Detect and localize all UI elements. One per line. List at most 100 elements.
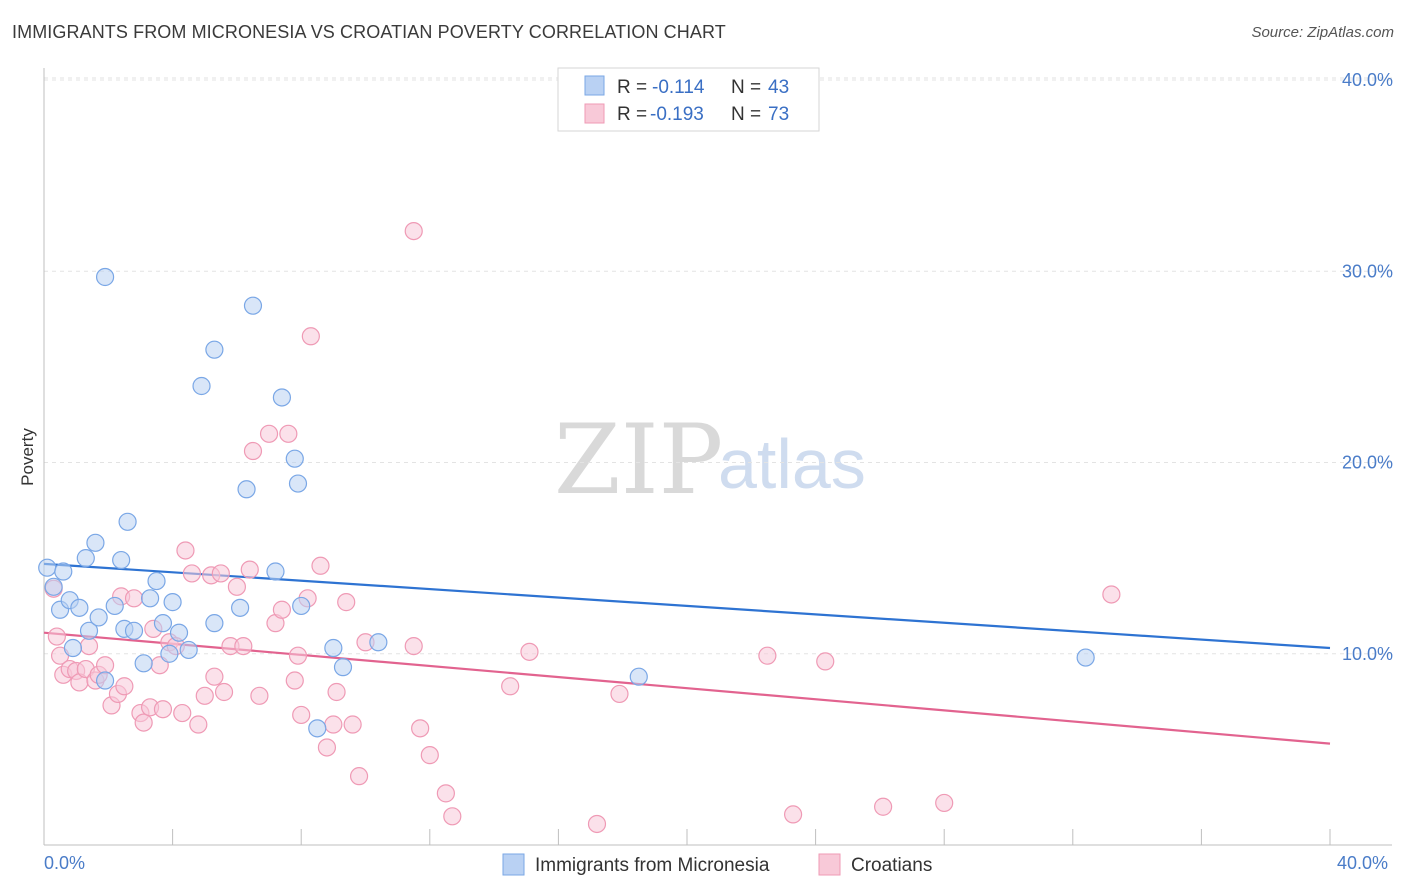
point-croatians — [79, 636, 99, 656]
legend-swatch-micronesia — [584, 75, 605, 96]
point-micronesia — [118, 512, 137, 531]
point-croatians — [758, 646, 777, 665]
data-points — [38, 221, 1121, 834]
point-micronesia — [95, 671, 115, 690]
point-micronesia — [179, 640, 198, 660]
point-micronesia — [266, 562, 285, 581]
legend-swatch-croatians — [584, 103, 605, 124]
point-croatians — [816, 652, 835, 671]
point-croatians — [272, 600, 292, 619]
point-micronesia — [308, 719, 327, 738]
point-micronesia — [163, 593, 182, 612]
point-micronesia — [243, 296, 263, 315]
point-croatians — [935, 793, 954, 813]
point-croatians — [874, 797, 893, 816]
point-croatians — [337, 593, 356, 612]
point-micronesia — [285, 449, 304, 468]
point-croatians — [285, 671, 304, 690]
point-micronesia — [44, 577, 63, 596]
point-croatians — [501, 677, 520, 696]
point-micronesia — [124, 621, 144, 640]
point-micronesia — [1076, 648, 1095, 667]
watermark-atlas: atlas — [718, 425, 866, 503]
point-micronesia — [54, 562, 73, 581]
legend-r-value-micronesia: -0.114 — [652, 77, 705, 98]
point-croatians — [240, 560, 259, 579]
point-croatians — [587, 814, 607, 834]
point-croatians — [343, 715, 362, 734]
point-micronesia — [89, 608, 108, 627]
legend-r-label-croatians: R = — [617, 104, 647, 125]
point-croatians — [211, 564, 230, 583]
legend-n-label-croatians: N = — [731, 104, 761, 125]
legend-n-value-micronesia: 43 — [768, 77, 789, 98]
point-croatians — [288, 646, 308, 665]
point-croatians — [259, 424, 279, 443]
point-croatians — [205, 667, 224, 686]
point-micronesia — [70, 598, 89, 617]
point-micronesia — [288, 474, 308, 493]
point-micronesia — [95, 267, 115, 287]
point-micronesia — [153, 614, 173, 633]
point-croatians — [182, 564, 201, 583]
point-croatians — [327, 682, 346, 702]
point-micronesia — [231, 598, 250, 617]
point-croatians — [173, 703, 192, 723]
stats-legend: R = -0.114 N = 43 R = -0.193 N = 73 — [557, 67, 820, 132]
series-legend-label-croatians: Croatians — [851, 855, 932, 876]
point-micronesia — [38, 558, 57, 577]
y-tick-label: 40.0% — [1342, 70, 1393, 90]
point-croatians — [115, 677, 134, 696]
point-micronesia — [629, 667, 648, 686]
point-micronesia — [147, 571, 166, 591]
y-tick-label: 20.0% — [1342, 453, 1393, 473]
point-micronesia — [79, 621, 99, 640]
point-micronesia — [105, 596, 124, 616]
point-croatians — [324, 715, 343, 734]
point-croatians — [1102, 585, 1121, 604]
point-micronesia — [160, 644, 179, 663]
point-croatians — [404, 636, 423, 656]
point-croatians — [153, 700, 173, 719]
trendline-croatians — [43, 631, 1331, 745]
legend-r-label-micronesia: R = — [617, 77, 647, 98]
point-micronesia — [140, 589, 160, 608]
legend-n-label-micronesia: N = — [731, 77, 761, 98]
point-micronesia — [292, 596, 311, 616]
point-micronesia — [324, 638, 343, 658]
point-micronesia — [169, 623, 189, 642]
series-legend-label-micronesia: Immigrants from Micronesia — [535, 855, 770, 876]
watermark: ZIP atlas — [554, 404, 866, 516]
point-croatians — [250, 686, 269, 705]
point-croatians — [189, 715, 208, 734]
point-croatians — [95, 656, 115, 675]
legend-r-value-croatians: -0.193 — [650, 104, 704, 125]
point-micronesia — [272, 388, 292, 407]
point-croatians — [311, 556, 330, 575]
point-croatians — [243, 441, 263, 461]
point-croatians — [411, 719, 430, 738]
point-croatians — [349, 767, 369, 786]
point-croatians — [404, 221, 423, 241]
point-micronesia — [76, 549, 95, 568]
point-croatians — [279, 424, 298, 443]
point-croatians — [234, 636, 253, 656]
point-croatians — [317, 738, 337, 757]
point-micronesia — [333, 658, 353, 677]
x-tick-label-max: 40.0% — [1337, 853, 1388, 873]
point-micronesia — [205, 614, 224, 633]
series-legend-swatch-croatians — [818, 853, 841, 876]
point-croatians — [195, 686, 214, 705]
point-croatians — [443, 807, 462, 826]
point-micronesia — [205, 340, 224, 359]
point-croatians — [134, 713, 153, 732]
axes: 10.0% 20.0% 30.0% 40.0% — [43, 68, 1393, 846]
y-tick-label: 10.0% — [1342, 644, 1393, 664]
point-croatians — [47, 627, 66, 646]
point-micronesia — [192, 376, 211, 396]
point-croatians — [301, 327, 320, 346]
trendline-micronesia — [43, 562, 1331, 650]
trendlines — [43, 562, 1331, 745]
point-croatians — [610, 684, 629, 704]
